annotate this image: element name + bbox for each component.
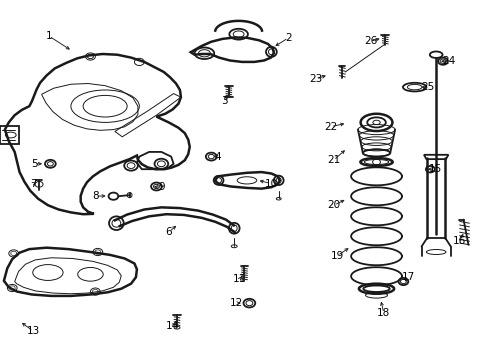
Text: 3: 3 xyxy=(221,96,228,106)
Text: 12: 12 xyxy=(229,298,243,308)
Text: 2: 2 xyxy=(285,33,291,43)
Text: 1: 1 xyxy=(45,31,52,41)
Text: 11: 11 xyxy=(232,274,246,284)
Text: 6: 6 xyxy=(165,227,172,237)
Text: 13: 13 xyxy=(26,326,40,336)
Text: 10: 10 xyxy=(264,179,277,189)
Text: 9: 9 xyxy=(158,182,164,192)
Text: 23: 23 xyxy=(308,74,322,84)
Text: 25: 25 xyxy=(421,82,434,92)
Text: 7: 7 xyxy=(30,179,37,189)
Text: 16: 16 xyxy=(452,236,466,246)
Text: 8: 8 xyxy=(92,191,99,201)
Text: 20: 20 xyxy=(327,200,340,210)
Text: 15: 15 xyxy=(427,164,441,174)
Text: 24: 24 xyxy=(441,56,455,66)
Text: 18: 18 xyxy=(376,308,390,318)
Text: 5: 5 xyxy=(31,159,38,169)
Text: 21: 21 xyxy=(326,155,340,165)
Text: 22: 22 xyxy=(323,122,337,132)
Text: 26: 26 xyxy=(363,36,377,46)
Text: 19: 19 xyxy=(330,251,344,261)
Text: 17: 17 xyxy=(401,272,414,282)
Text: 4: 4 xyxy=(214,152,221,162)
Text: 14: 14 xyxy=(165,321,179,331)
